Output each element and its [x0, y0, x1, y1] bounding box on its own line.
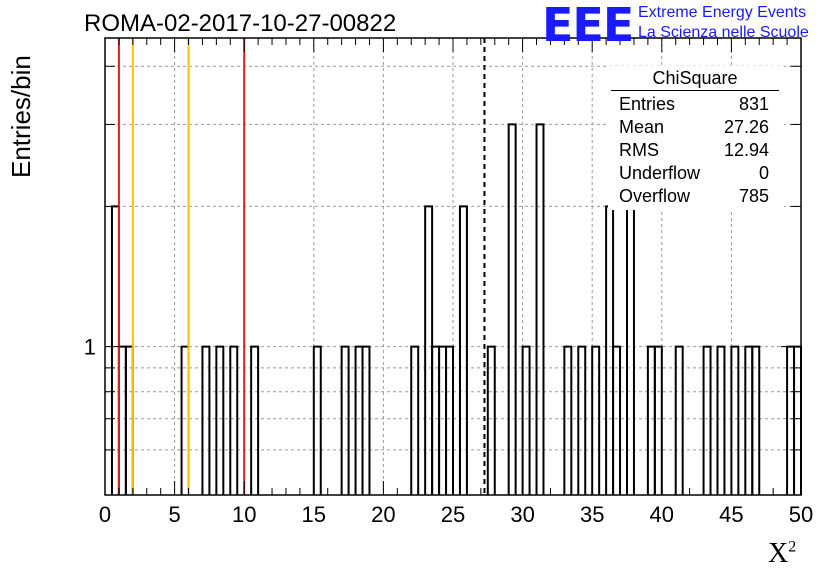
histogram-bin	[793, 345, 802, 495]
histogram-bin	[110, 205, 120, 495]
logo-line-2: La Scienza nelle Scuole	[638, 24, 809, 41]
x-tick-label: 10	[232, 502, 256, 527]
x-tick-label: 15	[302, 502, 326, 527]
histogram-bin	[486, 345, 496, 495]
histogram-bin	[612, 345, 622, 495]
x-tick-label: 45	[719, 502, 743, 527]
histogram-bin	[354, 345, 364, 495]
chart-title: ROMA-02-2017-10-27-00822	[84, 10, 397, 37]
histogram-bin	[201, 345, 211, 495]
histogram-bin	[424, 205, 434, 495]
x-tick-label: 40	[650, 502, 674, 527]
histogram-bin	[626, 205, 635, 495]
histogram-bin	[410, 345, 420, 495]
histogram-bin	[521, 345, 531, 495]
stats-box: ChiSquare Entries 831 Mean 27.26 RMS 12.94 …	[611, 68, 779, 208]
histogram-bin	[730, 345, 740, 495]
y-tick-label: 1	[84, 335, 96, 360]
x-tick-label: 25	[441, 502, 465, 527]
histogram-bin	[340, 345, 350, 495]
stats-row-rms: RMS 12.94	[619, 140, 769, 160]
stats-header: ChiSquare	[611, 68, 779, 91]
x-axis-label: X2	[768, 538, 797, 569]
histogram-bin	[653, 345, 663, 495]
stats-row-entries: Entries 831	[619, 94, 769, 114]
stats-row-underflow: Underflow 0	[619, 163, 769, 183]
stats-row-mean: Mean 27.26	[619, 117, 769, 137]
histogram-bin	[431, 345, 441, 495]
logo-line-1: Extreme Energy Events	[638, 4, 807, 21]
histogram-bin	[229, 345, 239, 495]
eee-logo: EEE	[542, 0, 634, 52]
histogram-bin	[786, 345, 796, 495]
x-tick-label: 35	[580, 502, 604, 527]
histogram-bin	[563, 345, 573, 495]
histogram-bin	[250, 345, 260, 495]
histogram-bin	[674, 345, 684, 495]
histogram-bin	[180, 345, 190, 495]
histogram-bin	[438, 345, 448, 495]
histogram-bin	[577, 345, 587, 495]
x-tick-label: 50	[789, 502, 813, 527]
histogram-bin	[744, 345, 754, 495]
x-tick-label: 20	[371, 502, 395, 527]
histogram-bin	[117, 345, 127, 495]
histogram-bin	[646, 345, 656, 495]
x-tick-label: 30	[510, 502, 534, 527]
histogram-bin	[445, 345, 454, 495]
histogram-bin	[458, 205, 468, 495]
histogram-bin	[361, 345, 371, 495]
x-axis-label-superscript: 2	[788, 538, 797, 556]
x-tick-label: 5	[168, 502, 180, 527]
y-axis-label: Entries/bin	[6, 55, 36, 178]
histogram-bin	[535, 123, 545, 495]
x-tick-label: 0	[99, 502, 111, 527]
histogram-bin	[751, 345, 761, 495]
histogram-bin	[507, 123, 517, 495]
stats-row-overflow: Overflow 785	[619, 186, 769, 206]
histogram-bin	[605, 205, 615, 495]
histogram-bin	[716, 345, 726, 495]
histogram-bin	[215, 345, 225, 495]
histogram-bin	[124, 345, 134, 495]
histogram-bin	[312, 345, 322, 495]
histogram-bin	[591, 345, 601, 495]
histogram-bin	[702, 345, 712, 495]
